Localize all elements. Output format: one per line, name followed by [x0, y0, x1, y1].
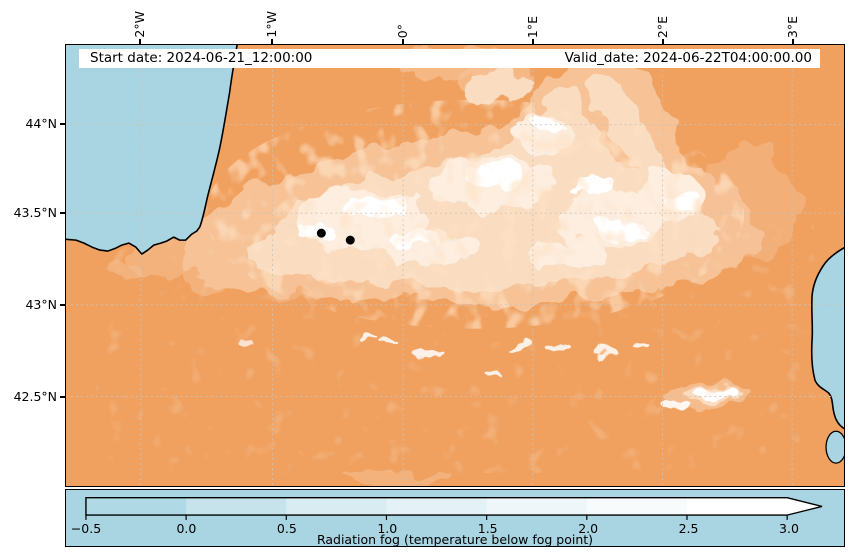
colorbar-band [286, 497, 387, 516]
colorbar-band [586, 497, 688, 516]
x-axis-label: 3°E [785, 15, 801, 38]
colorbar-tick-label: 1.5 [477, 521, 498, 536]
graticule [66, 45, 844, 486]
y-axis-label: 44°N [25, 116, 57, 131]
date-strip: Start date: 2024-06-21_12:00:00 Valid_da… [79, 49, 820, 68]
y-axis-tick [60, 212, 65, 214]
y-axis-label: 43°N [25, 297, 57, 312]
y-axis-tick [60, 123, 65, 125]
map-panel: Start date: 2024-06-21_12:00:00 Valid_da… [65, 44, 845, 487]
colorbar-outline [85, 497, 823, 516]
y-axis-tick [60, 304, 65, 306]
valid-date-label: Valid_date: 2024-06-22T04:00:00.00 [564, 50, 812, 66]
x-axis-tick [792, 39, 794, 44]
x-axis-label: 2°E [655, 15, 671, 38]
colorbar-band [486, 497, 588, 516]
observation-point [345, 235, 355, 245]
colorbar-tick-label: 0.0 [176, 521, 197, 536]
station-markers [316, 228, 355, 245]
x-axis-tick [662, 39, 664, 44]
colorbar-extend-arrow [787, 497, 823, 516]
colorbar-panel: Radiation fog (temperature below fog poi… [65, 489, 845, 547]
y-axis-label: 43.5°N [13, 205, 57, 220]
colorbar-band [186, 497, 287, 516]
coastal-lagoon [825, 430, 844, 464]
colorbar-tick-label: 2.0 [578, 521, 599, 536]
y-axis-label: 42.5°N [13, 389, 57, 404]
x-axis-tick [532, 39, 534, 44]
colorbar-band [386, 497, 488, 516]
colorbar-tick-label: 2.5 [678, 521, 699, 536]
land-speckle [95, 224, 815, 474]
start-date-label: Start date: 2024-06-21_12:00:00 [90, 50, 313, 66]
colorbar-tick-label: 3.0 [779, 521, 799, 536]
x-axis-tick [271, 39, 273, 44]
y-axis-tick [60, 396, 65, 398]
x-axis-label: 1°E [525, 15, 541, 38]
x-axis-tick [402, 39, 404, 44]
colorbar-tick-label: −0.5 [70, 521, 102, 536]
colorbar-canvas [85, 497, 823, 520]
x-axis-label: 1°W [264, 11, 280, 38]
mediterranean-sea [810, 246, 844, 430]
observation-point [316, 228, 326, 238]
atlantic-ocean [66, 45, 238, 255]
colorbar-tick-label: 1.0 [377, 521, 398, 536]
x-axis-label: 2°W [132, 11, 148, 38]
x-axis-label: 0° [395, 23, 411, 38]
x-axis-tick [139, 39, 141, 44]
map-canvas [66, 45, 844, 486]
colorbar-tick-label: 0.5 [276, 521, 297, 536]
colorbar-band [85, 497, 187, 516]
colorbar-band [686, 497, 788, 516]
colorbar-title: Radiation fog (temperature below fog poi… [316, 532, 594, 547]
